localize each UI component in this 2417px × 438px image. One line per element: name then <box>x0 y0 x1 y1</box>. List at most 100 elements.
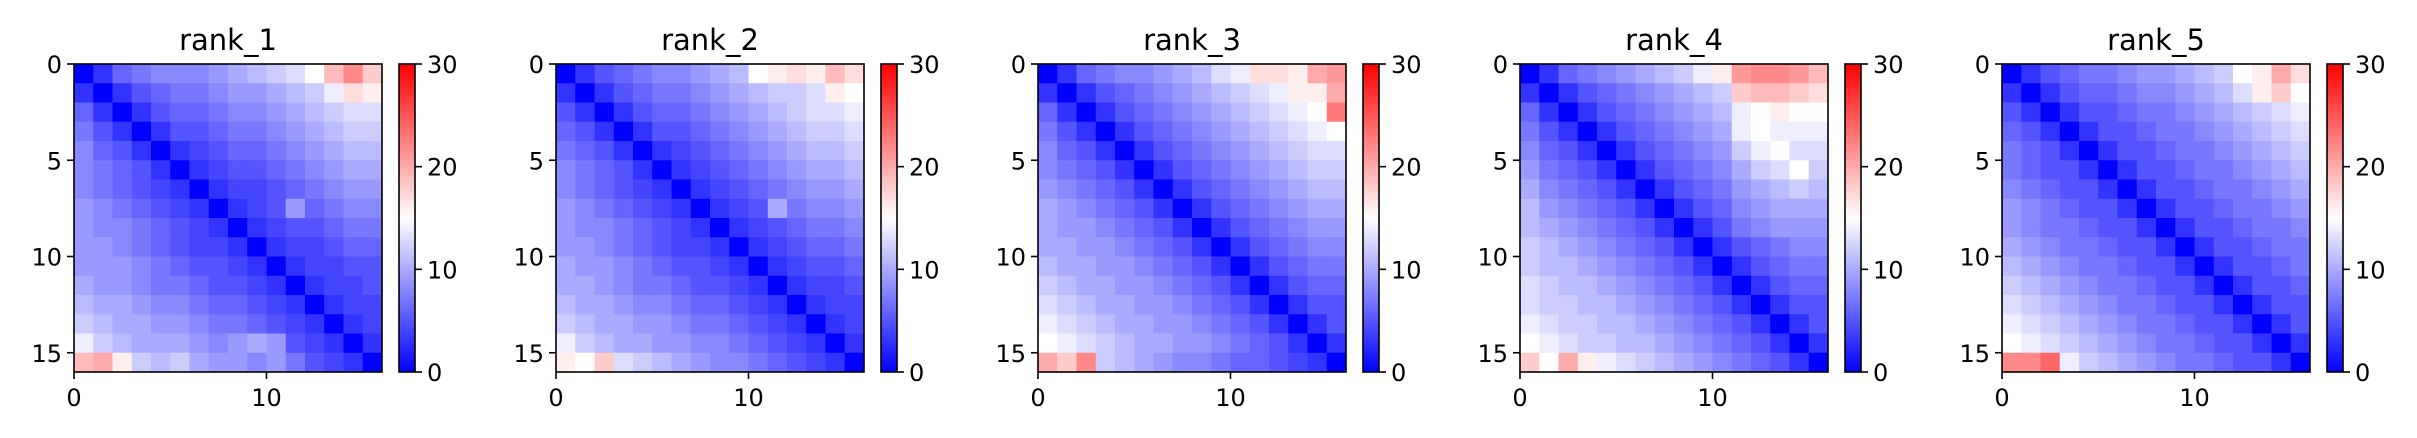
heatmap-cell <box>2079 314 2099 334</box>
heatmap-cell <box>1654 141 1675 161</box>
heatmap-cell <box>2252 141 2272 161</box>
heatmap-cell <box>2252 83 2272 103</box>
heatmap-cell <box>2175 141 2195 161</box>
heatmap-cell <box>633 314 653 334</box>
heatmap-cell <box>1808 121 1829 142</box>
heatmap-cell <box>266 64 287 84</box>
heatmap-cell <box>671 314 692 334</box>
heatmap-cell <box>844 352 865 373</box>
heatmap-cell <box>1076 141 1097 161</box>
heatmap-cell <box>2233 352 2253 373</box>
heatmap-cell <box>2175 102 2195 123</box>
heatmap-cell <box>613 141 634 161</box>
heatmap-cell <box>189 83 210 103</box>
heatmap-cell <box>825 198 846 219</box>
heatmap-cell <box>2156 141 2176 161</box>
heatmap-cell <box>1307 218 1328 238</box>
heatmap-cell <box>1192 160 1212 180</box>
heatmap-cell <box>2136 295 2157 315</box>
heatmap-cell <box>844 179 865 200</box>
heatmap-cell <box>305 275 325 296</box>
heatmap-cell <box>1693 64 1713 84</box>
heatmap-cell <box>710 218 730 238</box>
heatmap-cell <box>1095 256 1116 277</box>
heatmap-cell <box>1057 275 1077 296</box>
heatmap-cell <box>1712 256 1733 277</box>
heatmap-cell <box>1597 160 1617 180</box>
heatmap-cell <box>2136 141 2157 161</box>
heatmap-cell <box>1597 275 1617 296</box>
heatmap-cell <box>1172 64 1193 84</box>
heatmap-cell <box>844 83 865 103</box>
heatmap-cell <box>1520 275 1540 296</box>
colorbar-frame <box>1844 63 1862 373</box>
colorbar-tick-label: 0 <box>2355 359 2370 387</box>
heatmap-cell <box>93 333 113 354</box>
heatmap-cell <box>1057 333 1077 354</box>
heatmap-cell <box>2156 237 2176 257</box>
heatmap-cell <box>1577 218 1598 238</box>
heatmap-cell <box>1770 333 1790 354</box>
heatmap-cell <box>1520 198 1540 219</box>
heatmap-cell <box>1115 198 1135 219</box>
heatmap-cell <box>305 83 325 103</box>
heatmap-cell <box>806 237 826 257</box>
heatmap-cell <box>2117 218 2138 238</box>
heatmap-cell <box>1712 237 1733 257</box>
heatmap-cell <box>2252 218 2272 238</box>
heatmap-cell <box>1115 102 1135 123</box>
heatmap-cell <box>285 256 306 277</box>
heatmap-cell <box>1577 160 1598 180</box>
heatmap-cell <box>767 275 788 296</box>
heatmap-cell <box>1789 179 1810 200</box>
heatmap-cell <box>1770 275 1790 296</box>
heatmap-cell <box>1115 275 1135 296</box>
heatmap-cell <box>74 218 94 238</box>
heatmap-cell <box>1095 64 1116 84</box>
y-tick-label: 15 <box>1959 340 1990 368</box>
heatmap-cell <box>787 237 807 257</box>
heatmap-cell <box>2156 314 2176 334</box>
heatmap-cell <box>1076 275 1097 296</box>
heatmap-cell <box>1134 295 1154 315</box>
heatmap-cell <box>305 141 325 161</box>
heatmap-cell <box>285 83 306 103</box>
colorbar-tick-label: 30 <box>1873 51 1904 79</box>
heatmap-cell <box>2136 102 2157 123</box>
heatmap-cell <box>825 352 846 373</box>
heatmap-cell <box>1076 179 1097 200</box>
heatmap-cell <box>1134 141 1154 161</box>
heatmap-cell <box>2002 295 2022 315</box>
heatmap-cell <box>1134 314 1154 334</box>
heatmap-cell <box>170 275 190 296</box>
heatmap-cell <box>2040 237 2061 257</box>
heatmap-cell <box>112 314 133 334</box>
heatmap-cell <box>362 352 383 373</box>
heatmap-cell <box>1115 352 1135 373</box>
heatmap-cell <box>1230 333 1251 354</box>
heatmap-cell <box>2021 102 2041 123</box>
heatmap-cell <box>844 275 865 296</box>
colorbar-tick-label: 20 <box>909 154 940 182</box>
heatmap-cell <box>2040 102 2061 123</box>
heatmap-cell <box>767 198 788 219</box>
heatmap-cell <box>787 218 807 238</box>
heatmap-cell <box>1269 218 1289 238</box>
heatmap-cell <box>1326 256 1347 277</box>
colorbar-frame <box>1362 63 1380 373</box>
heatmap-cell <box>2175 237 2195 257</box>
heatmap-cell <box>690 179 711 200</box>
heatmap-cell <box>806 314 826 334</box>
heatmap-cell <box>170 333 190 354</box>
heatmap-cell <box>112 160 133 180</box>
heatmap-cell <box>2252 352 2272 373</box>
heatmap-cell <box>594 141 615 161</box>
heatmap-cell <box>575 198 595 219</box>
heatmap-cell <box>1269 198 1289 219</box>
heatmap-cell <box>1057 179 1077 200</box>
y-tick-label: 15 <box>995 340 1026 368</box>
heatmap-cell <box>1674 352 1694 373</box>
heatmap-cell <box>2059 198 2080 219</box>
heatmap-cell <box>729 333 749 354</box>
heatmap-cell <box>2252 237 2272 257</box>
